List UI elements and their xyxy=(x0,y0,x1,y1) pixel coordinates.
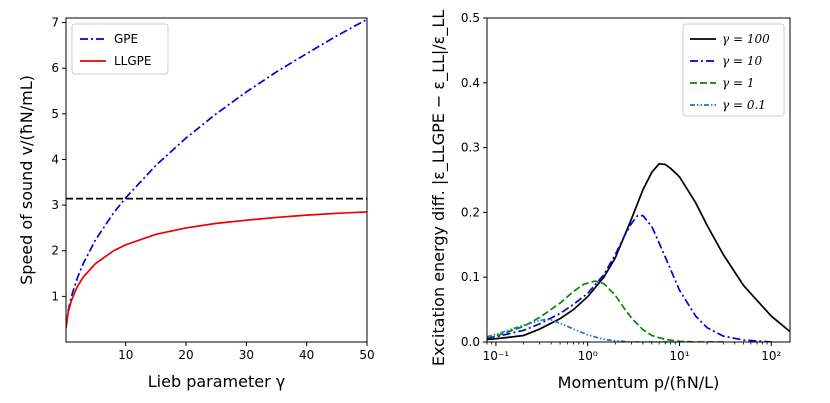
legend-label: γ = 100 xyxy=(722,32,770,46)
legend-label: LLGPE xyxy=(114,54,152,68)
series-line-llgpe xyxy=(66,211,367,328)
y-tick-label: 5 xyxy=(51,107,59,121)
legend-label: GPE xyxy=(114,32,138,46)
x-tick-label: 10¹ xyxy=(669,349,689,363)
y-tick-label: 0.4 xyxy=(461,76,480,90)
x-tick-label: 10² xyxy=(761,349,781,363)
y-tick-label: 7 xyxy=(51,16,59,30)
x-tick-label: 20 xyxy=(178,348,193,362)
series-line-gamma-0.1 xyxy=(487,318,680,342)
x-tick-label: 10⁰ xyxy=(578,349,598,363)
legend-box xyxy=(682,23,785,117)
y-tick-label: 0.5 xyxy=(461,11,480,25)
series-line-gamma-1 xyxy=(487,280,724,342)
y-tick-label: 6 xyxy=(51,61,59,75)
x-axis-label: Momentum p/(ħN/L) xyxy=(558,373,720,392)
legend-label: γ = 10 xyxy=(722,54,762,68)
x-tick-label: 30 xyxy=(239,348,254,362)
legend: GPE LLGPE xyxy=(71,23,169,75)
right-panel-excitation-energy-diff: 10⁻¹ 10⁰ 10¹ 10² 0.0 0.1 0.2 0.3 0.4 0.5 Momentum … xyxy=(429,10,791,392)
series-line-gamma-100 xyxy=(487,162,790,341)
legend-label: γ = 1 xyxy=(722,76,755,90)
x-tick-label: 10 xyxy=(118,348,133,362)
y-tick-label: 0.3 xyxy=(461,141,480,155)
series-line-gpe xyxy=(66,18,367,328)
series-line-gamma-10 xyxy=(487,214,772,342)
y-axis-label: Speed of sound v/(ħN/mL) xyxy=(17,75,36,285)
y-tick-label: 1 xyxy=(51,289,59,303)
axes-frame xyxy=(486,17,791,343)
x-tick-label: 50 xyxy=(359,348,374,362)
y-tick-label: 0.2 xyxy=(461,205,480,219)
y-tick-label: 4 xyxy=(51,152,59,166)
y-tick-label: 2 xyxy=(51,244,59,258)
y-tick-label: 3 xyxy=(51,198,59,212)
x-tick-label: 40 xyxy=(299,348,314,362)
x-axis-label: Lieb parameter γ xyxy=(148,372,285,391)
left-panel-speed-of-sound: 10 20 30 40 50 1 2 3 4 5 6 7 Lieb parameter γ Speed o… xyxy=(17,16,375,391)
axes-frame xyxy=(65,17,368,343)
x-tick-label: 10⁻¹ xyxy=(483,349,510,363)
y-tick-label: 0.0 xyxy=(461,335,480,349)
plot-area xyxy=(487,162,790,342)
y-axis-label: Excitation energy diff. |ε_LLGPE − ε_LL|… xyxy=(429,10,449,366)
y-tick-label: 0.1 xyxy=(461,270,480,284)
plot-area xyxy=(66,18,367,328)
legend: γ = 100 γ = 10 γ = 1 γ = 0.1 xyxy=(682,23,785,117)
legend-label: γ = 0.1 xyxy=(722,98,766,112)
